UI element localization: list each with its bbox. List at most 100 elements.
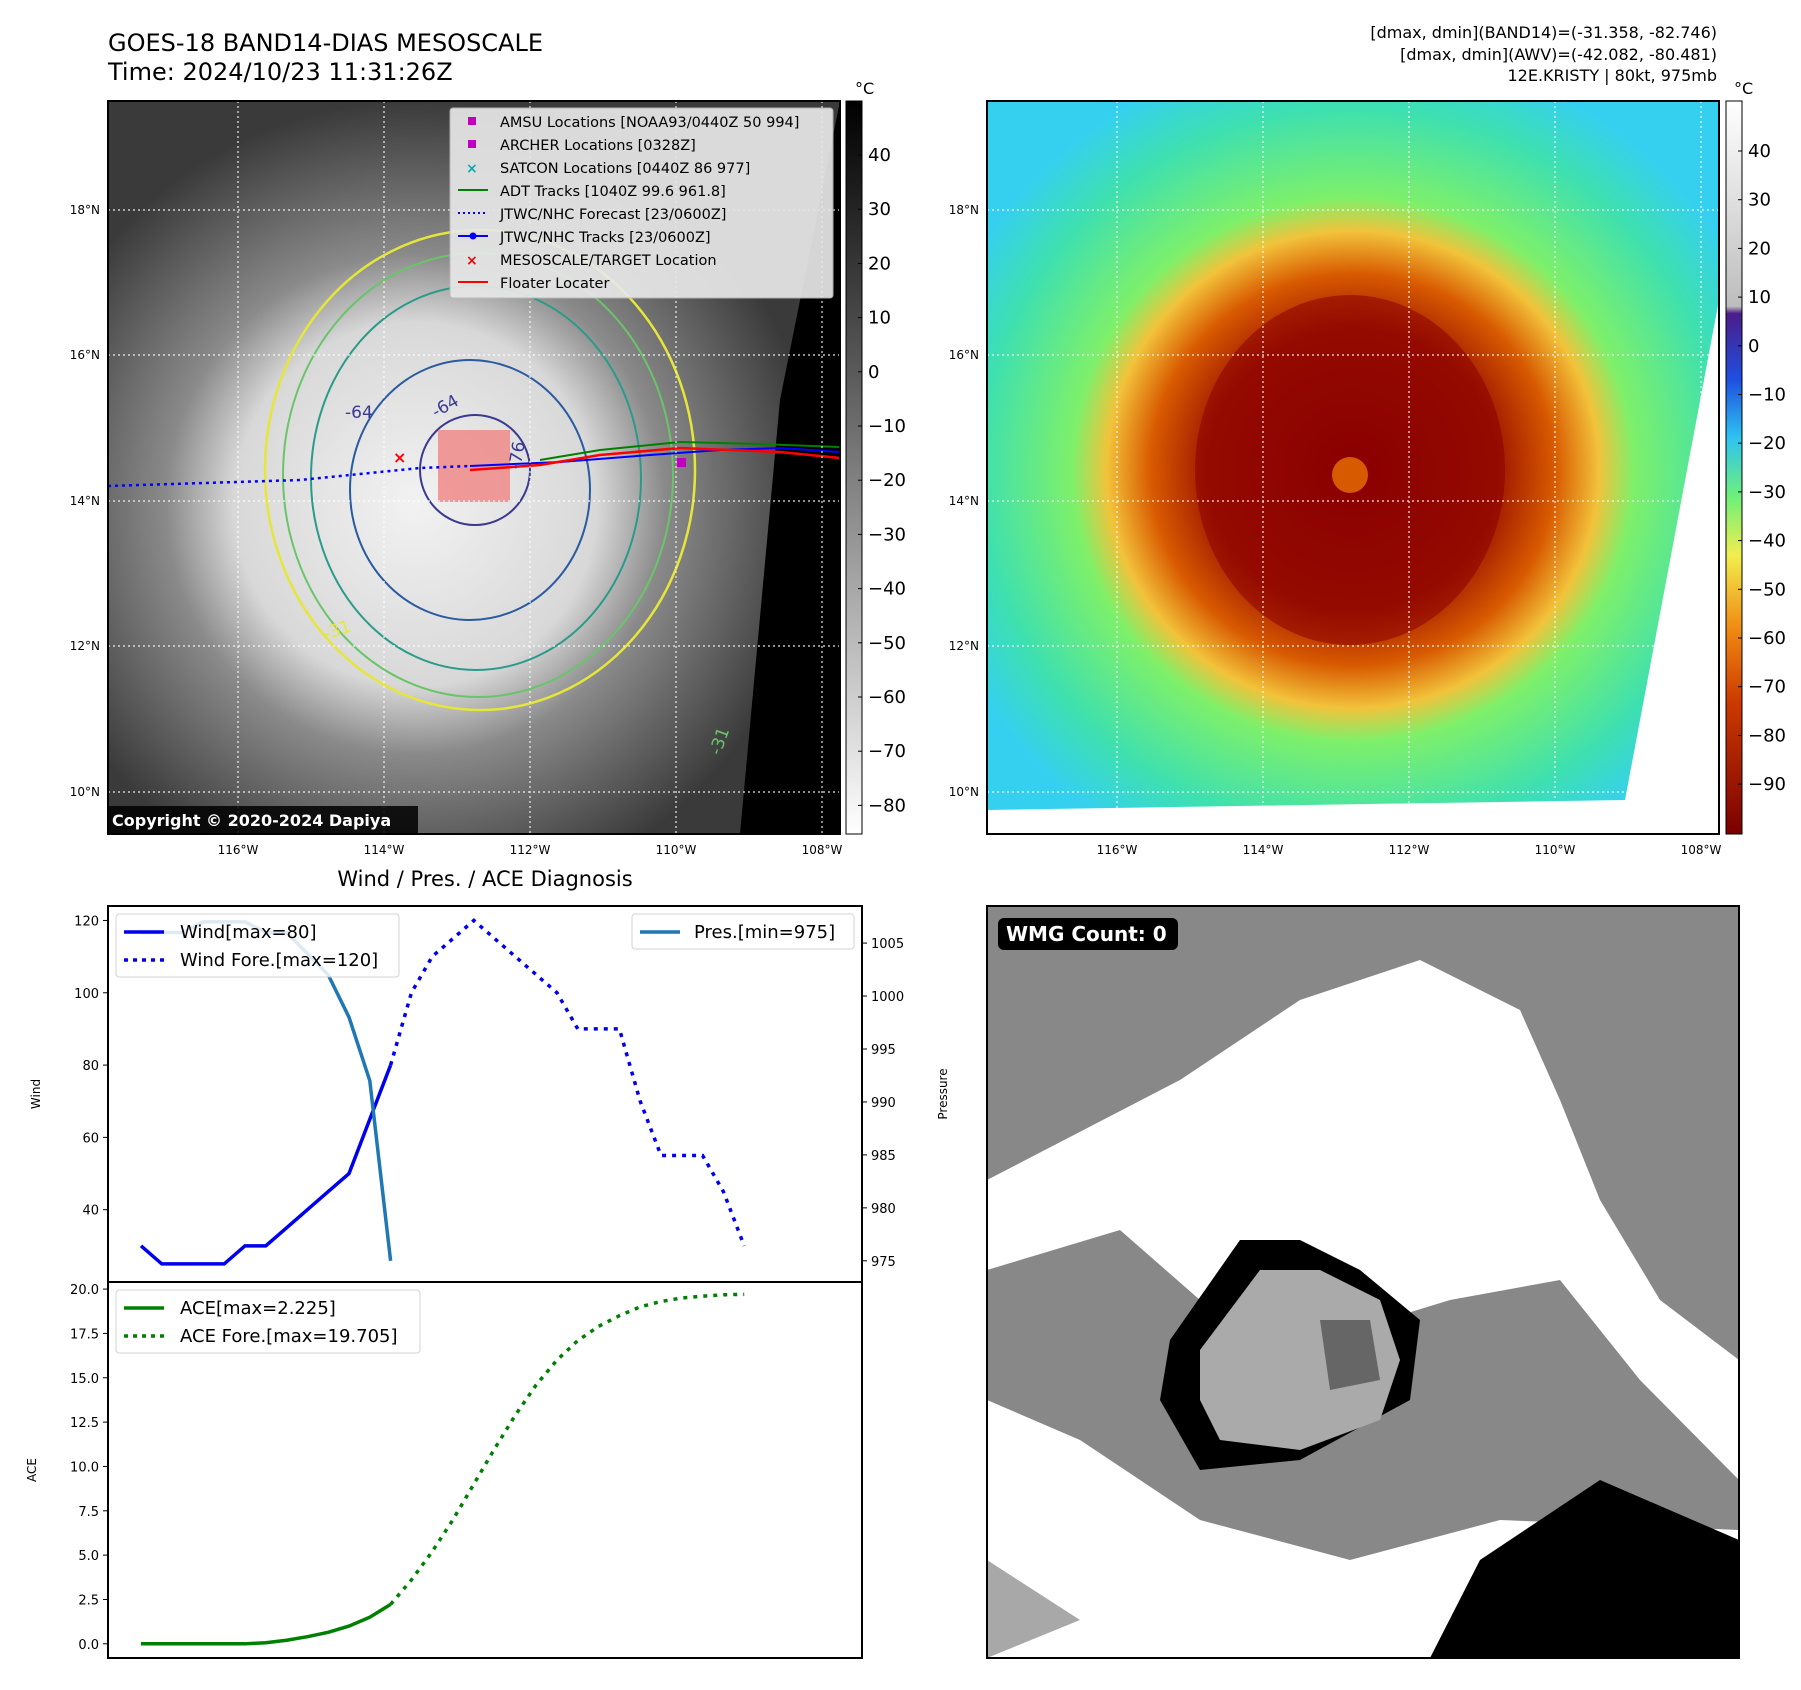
y-tick-label: 60: [82, 1131, 99, 1146]
y-tick-label-right: 990: [871, 1096, 896, 1111]
colorbar-unit: °C: [1734, 79, 1753, 98]
colorbar-tick-label: −30: [1748, 482, 1786, 503]
legend-item: ARCHER Locations [0328Z]: [500, 138, 696, 154]
lat-label: 10°N: [70, 785, 100, 799]
colorbar-tick-label: 40: [1748, 141, 1771, 162]
legend-ace-forecast: ACE Fore.[max=19.705]: [180, 1326, 398, 1347]
y-tick-label: 10.0: [70, 1460, 99, 1475]
y-tick-label-right: 975: [871, 1255, 896, 1270]
info-storm: 12E.KRISTY | 80kt, 975mb: [1508, 66, 1718, 85]
colorbar-tick-label: −80: [868, 795, 906, 816]
colorbar-tick-label: −50: [868, 633, 906, 654]
panel-wind-pressure: 40 60 80 100 120 975 980 985 990 995 1000 1005 Wind…: [29, 905, 950, 1283]
colorbar-tick-label: −50: [1748, 579, 1786, 600]
y-tick-label-right: 1005: [871, 937, 904, 952]
contour-label: -64: [345, 403, 373, 423]
colorbar-tick-label: 10: [1748, 287, 1771, 308]
diagnosis-title: Wind / Pres. / ACE Diagnosis: [337, 867, 632, 891]
figure-time: Time: 2024/10/23 11:31:26Z: [107, 58, 453, 86]
lon-label: 116°W: [1097, 843, 1138, 857]
y-axis-label-wind: Wind: [29, 1079, 43, 1109]
copyright: Copyright © 2020-2024 Dapiya: [112, 811, 391, 830]
colorbar-tick-label: 20: [1748, 238, 1771, 259]
y-tick-label-right: 1000: [871, 990, 904, 1005]
lat-label: 16°N: [949, 348, 979, 362]
lat-label: 14°N: [949, 494, 979, 508]
colorbar-tick-label: 0: [1748, 336, 1759, 357]
colorbar-tick-label: −40: [1748, 531, 1786, 552]
lon-label: 110°W: [1535, 843, 1576, 857]
lat-label: 12°N: [949, 639, 979, 653]
legend-item: ADT Tracks [1040Z 99.6 961.8]: [500, 184, 726, 200]
legend-item: JTWC/NHC Forecast [23/0600Z]: [499, 207, 726, 223]
mesoscale-target-marker: ×: [393, 448, 406, 467]
legend-item: JTWC/NHC Tracks [23/0600Z]: [499, 230, 711, 246]
y-axis-label-ace: ACE: [25, 1458, 39, 1482]
map-legend: × × AMSU Locations [NOAA93/0440Z 50 994]…: [449, 107, 834, 299]
y-tick-label-right: 995: [871, 1043, 896, 1058]
colorbar-tick-label: 20: [868, 253, 891, 274]
colorbar-tick-label: −30: [868, 524, 906, 545]
colorbar-tick-label: −60: [1748, 628, 1786, 649]
y-tick-label-right: 980: [871, 1202, 896, 1217]
colorbar-tick-label: −60: [868, 687, 906, 708]
lon-label: 114°W: [1243, 843, 1284, 857]
colorbar-tick-label: 30: [1748, 190, 1771, 211]
lat-label: 14°N: [70, 494, 100, 508]
lat-label: 10°N: [949, 785, 979, 799]
colorbar-tick-label: 40: [868, 145, 891, 166]
legend-amsu-marker: [468, 117, 476, 125]
legend-archer-marker: [468, 140, 476, 148]
lon-label: 112°W: [1389, 843, 1430, 857]
y-tick-label: 5.0: [78, 1549, 99, 1564]
y-tick-label: 15.0: [70, 1372, 99, 1387]
y-tick-label: 100: [74, 987, 99, 1002]
lon-label: 108°W: [802, 843, 843, 857]
series-ace-forecast: [389, 1292, 745, 1606]
legend-ace: ACE[max=2.225]: [180, 1298, 336, 1319]
y-tick-label: 0.0: [78, 1638, 99, 1653]
colorbar-tick-label: 0: [868, 362, 879, 383]
archer-marker: [677, 458, 686, 467]
lon-label: 112°W: [510, 843, 551, 857]
series-wind-forecast: [388, 918, 746, 1247]
colorbar-tick-label: −10: [1748, 385, 1786, 406]
lon-label: 108°W: [1681, 843, 1722, 857]
colorbar-color: °C 40 30 20 10 0 −10 −20 −30 −40 −50 −60 −70 −80 −90: [1725, 79, 1786, 835]
lon-label: 110°W: [656, 843, 697, 857]
lat-label: 16°N: [70, 348, 100, 362]
lon-label: 114°W: [364, 843, 405, 857]
colorbar-tick-label: 30: [868, 199, 891, 220]
series-ace: [141, 1602, 392, 1646]
wmg-count: WMG Count: 0: [1006, 922, 1167, 946]
colorbar-tick-label: −70: [1748, 677, 1786, 698]
series-wind: [139, 1064, 393, 1266]
legend-item: MESOSCALE/TARGET Location: [500, 253, 717, 269]
y-tick-label: 2.5: [78, 1593, 99, 1608]
legend-satcon-marker: ×: [466, 161, 478, 177]
colorbar-tick-label: −90: [1748, 774, 1786, 795]
ace-legend: ACE[max=2.225] ACE Fore.[max=19.705]: [115, 1289, 421, 1354]
legend-wind-forecast: Wind Fore.[max=120]: [180, 950, 378, 971]
legend-item: Floater Locater: [500, 276, 609, 292]
legend-pressure: Pres.[min=975]: [694, 922, 835, 943]
colorbar-tick-label: 10: [868, 308, 891, 329]
panel-ir-gray: × -64 -64 -76 -31 -31 Copyright © 2020-2…: [70, 100, 843, 857]
y-tick-label: 120: [74, 914, 99, 929]
lat-label: 18°N: [949, 203, 979, 217]
panel-wmg: WMG Count: 0: [986, 905, 1740, 1659]
y-tick-label: 40: [82, 1204, 99, 1219]
lat-label: 18°N: [70, 203, 100, 217]
lon-label: 116°W: [218, 843, 259, 857]
lat-label: 12°N: [70, 639, 100, 653]
colorbar-tick-label: −20: [868, 470, 906, 491]
panel-ir-color: 18°N 16°N 14°N 12°N 10°N 116°W 114°W 112…: [949, 100, 1722, 857]
y-tick-label: 17.5: [70, 1327, 99, 1342]
legend-track-dot: [469, 232, 477, 240]
colorbar-tick-label: −10: [868, 416, 906, 437]
figure-title: GOES-18 BAND14-DIAS MESOSCALE: [108, 29, 543, 57]
colorbar-tick-label: −70: [868, 741, 906, 762]
legend-item: SATCON Locations [0440Z 86 977]: [500, 161, 750, 177]
info-band14: [dmax, dmin](BAND14)=(-31.358, -82.746): [1370, 23, 1717, 42]
y-tick-label: 80: [82, 1059, 99, 1074]
